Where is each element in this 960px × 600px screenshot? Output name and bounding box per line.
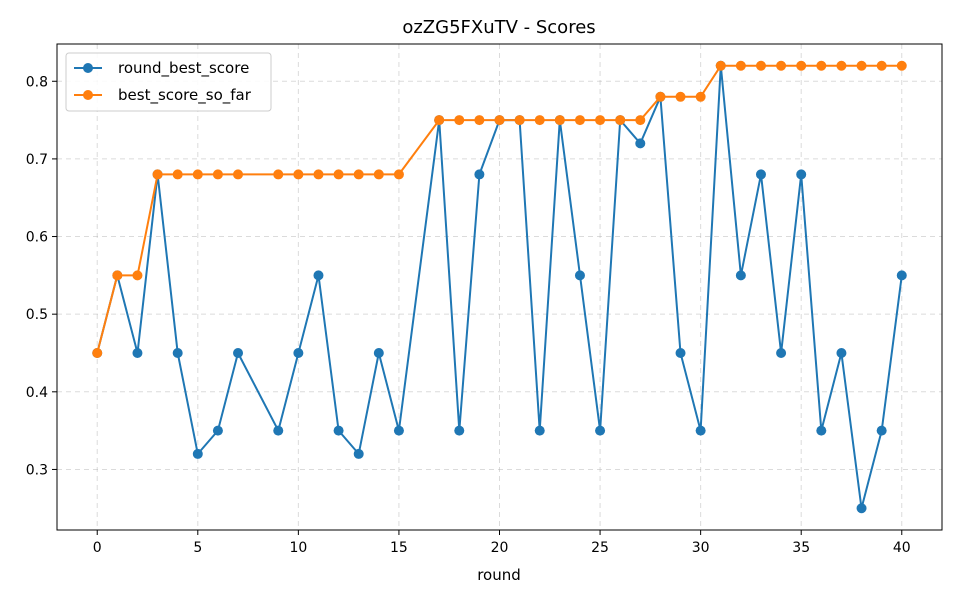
data-point xyxy=(494,115,505,126)
data-point xyxy=(373,169,384,180)
data-point xyxy=(896,270,907,281)
data-point xyxy=(615,115,626,126)
legend-label: round_best_score xyxy=(118,59,249,78)
data-point xyxy=(896,60,907,71)
data-point xyxy=(735,60,746,71)
y-tick-label: 0.5 xyxy=(26,307,48,323)
data-point xyxy=(233,169,244,180)
x-tick-label: 35 xyxy=(792,540,810,556)
data-point xyxy=(373,347,384,358)
data-point xyxy=(695,91,706,102)
series-layer xyxy=(92,60,907,514)
axis-ticks: 0 5 10 15 20 25 30 35 40 0.3 0.4 0.5 0.6 0.7 0.8 xyxy=(26,74,911,556)
data-point xyxy=(856,503,867,514)
data-point xyxy=(92,347,103,358)
data-point xyxy=(132,270,143,281)
series-best_score_so_far xyxy=(92,60,907,358)
data-point xyxy=(876,60,887,71)
grid xyxy=(57,44,942,530)
data-point xyxy=(715,60,726,71)
legend: round_best_score best_score_so_far xyxy=(65,52,272,112)
data-point xyxy=(313,169,324,180)
data-point xyxy=(152,169,163,180)
data-point xyxy=(192,448,203,459)
data-point xyxy=(132,347,143,358)
data-point xyxy=(192,169,203,180)
data-point xyxy=(816,425,827,436)
legend-marker xyxy=(83,90,93,100)
x-tick-label: 40 xyxy=(893,540,911,556)
x-tick-label: 30 xyxy=(692,540,710,556)
data-point xyxy=(635,115,646,126)
legend-marker xyxy=(83,63,93,73)
data-point xyxy=(574,115,585,126)
x-tick-label: 5 xyxy=(193,540,202,556)
x-tick-label: 10 xyxy=(289,540,307,556)
data-point xyxy=(655,91,666,102)
x-tick-label: 25 xyxy=(591,540,609,556)
x-tick-label: 20 xyxy=(491,540,509,556)
legend-box xyxy=(65,52,272,112)
data-point xyxy=(836,60,847,71)
data-point xyxy=(172,169,183,180)
y-tick-label: 0.3 xyxy=(26,462,48,478)
data-point xyxy=(212,425,223,436)
data-point xyxy=(836,347,847,358)
x-tick-label: 15 xyxy=(390,540,408,556)
data-point xyxy=(534,425,545,436)
x-axis-title: round xyxy=(477,566,521,584)
data-point xyxy=(293,169,304,180)
y-tick-label: 0.8 xyxy=(26,74,48,90)
chart-title: ozZG5FXuTV - Scores xyxy=(402,17,595,38)
data-point xyxy=(393,425,404,436)
data-point xyxy=(675,347,686,358)
data-point xyxy=(273,425,284,436)
data-point xyxy=(212,169,223,180)
data-point xyxy=(695,425,706,436)
data-point xyxy=(454,115,465,126)
x-tick-label: 0 xyxy=(93,540,102,556)
data-point xyxy=(755,60,766,71)
y-tick-label: 0.7 xyxy=(26,152,48,168)
data-point xyxy=(574,270,585,281)
data-point xyxy=(796,60,807,71)
data-point xyxy=(434,115,445,126)
data-point xyxy=(776,60,787,71)
data-point xyxy=(454,425,465,436)
data-point xyxy=(554,115,565,126)
data-point xyxy=(353,448,364,459)
data-point xyxy=(313,270,324,281)
data-point xyxy=(112,270,123,281)
data-point xyxy=(534,115,545,126)
data-point xyxy=(353,169,364,180)
data-point xyxy=(474,115,485,126)
data-point xyxy=(333,425,344,436)
data-point xyxy=(856,60,867,71)
data-point xyxy=(816,60,827,71)
data-point xyxy=(876,425,887,436)
data-point xyxy=(293,347,304,358)
data-point xyxy=(595,115,606,126)
data-point xyxy=(735,270,746,281)
data-point xyxy=(514,115,525,126)
data-point xyxy=(755,169,766,180)
data-point xyxy=(233,347,244,358)
data-point xyxy=(776,347,787,358)
data-point xyxy=(595,425,606,436)
y-tick-label: 0.6 xyxy=(26,230,48,246)
data-point xyxy=(796,169,807,180)
data-point xyxy=(635,138,646,149)
data-point xyxy=(393,169,404,180)
data-point xyxy=(333,169,344,180)
data-point xyxy=(273,169,284,180)
y-tick-label: 0.4 xyxy=(26,385,48,401)
data-point xyxy=(474,169,485,180)
legend-label: best_score_so_far xyxy=(118,86,252,105)
data-point xyxy=(675,91,686,102)
data-point xyxy=(172,347,183,358)
